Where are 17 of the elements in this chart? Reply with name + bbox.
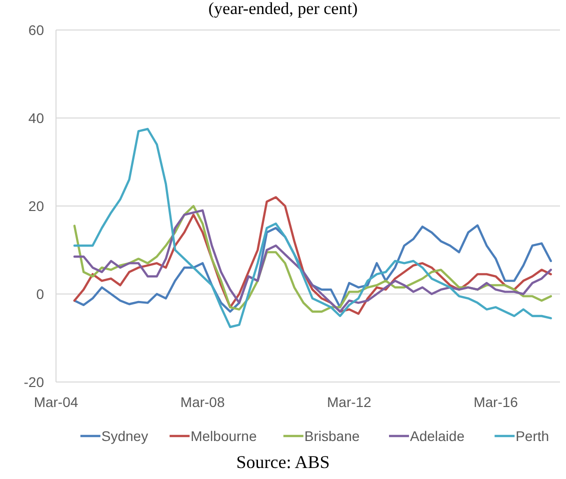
x-tick-label: Mar-04 bbox=[34, 394, 78, 410]
legend-label: Melbourne bbox=[190, 428, 257, 444]
x-tick-label: Mar-12 bbox=[327, 394, 372, 410]
legend-label: Perth bbox=[516, 428, 550, 444]
y-tick-label: 40 bbox=[28, 110, 44, 126]
x-tick-label: Mar-08 bbox=[180, 394, 225, 410]
chart-subtitle: (year-ended, per cent) bbox=[208, 0, 358, 18]
source-note: Source: ABS bbox=[236, 452, 330, 472]
y-tick-label: 0 bbox=[36, 286, 44, 302]
y-tick-label: -20 bbox=[24, 374, 44, 390]
legend-label: Adelaide bbox=[410, 428, 465, 444]
line-series bbox=[73, 128, 552, 328]
y-tick-label: 60 bbox=[28, 22, 44, 38]
legend-label: Sydney bbox=[101, 428, 148, 444]
legend-label: Brisbane bbox=[304, 428, 360, 444]
x-tick-label: Mar-16 bbox=[474, 394, 518, 410]
y-tick-label: 20 bbox=[28, 198, 44, 214]
